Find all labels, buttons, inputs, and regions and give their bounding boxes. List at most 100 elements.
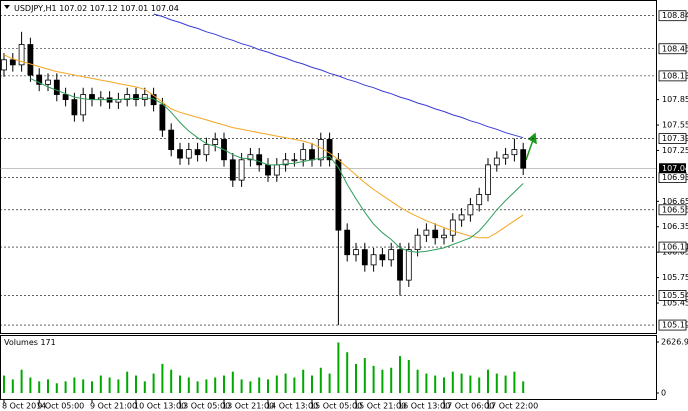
candle-body: [80, 94, 87, 116]
volume-header: Volumes 171: [4, 338, 56, 347]
candle-body: [344, 229, 351, 256]
volume-title: Volumes: [4, 338, 38, 347]
candle-body: [9, 59, 16, 66]
candle-body: [370, 254, 377, 266]
candle-body: [282, 159, 289, 166]
level-label: 106.11: [662, 243, 688, 252]
candle-body: [27, 44, 34, 76]
candle-body: [520, 149, 527, 169]
x-tick-label: 10 Oct 13:00: [134, 402, 186, 411]
volume-panel: [0, 335, 657, 400]
last-bar-value: 107.12: [90, 4, 118, 13]
candle-body: [467, 204, 474, 216]
candle-body: [309, 149, 315, 161]
candle-body: [388, 249, 395, 261]
candle-body: [89, 94, 95, 101]
level-box: [658, 319, 687, 331]
candle-body: [18, 44, 25, 66]
candle-body: [432, 229, 439, 239]
y-tick-label: 105.45: [662, 299, 688, 308]
candle-body: [265, 164, 271, 176]
x-tick-label: 15 Oct 05:00: [310, 402, 362, 411]
candle-body: [185, 149, 192, 159]
candle-body: [493, 157, 500, 166]
candle-body: [379, 254, 386, 261]
candle-body: [458, 214, 465, 221]
candle-body: [247, 154, 254, 161]
price-box: [659, 163, 686, 174]
candle-body: [168, 129, 175, 151]
candle-body: [53, 79, 60, 95]
level-label: 108.84: [662, 11, 688, 20]
y-tick-label: 105.75: [662, 273, 688, 282]
level-box: [658, 10, 687, 22]
level-label: 105.54: [662, 291, 688, 300]
candle-body: [212, 139, 219, 145]
level-label: 106.55: [662, 205, 688, 214]
level-box: [658, 290, 687, 301]
candle-body: [203, 144, 210, 156]
candle-body: [326, 139, 333, 161]
moving-average: [30, 77, 524, 253]
x-tick-label: 16 Oct 13:00: [398, 402, 450, 411]
volume-tick-label: 2626.93: [661, 338, 688, 347]
level-box: [658, 241, 687, 253]
symbol: USDJPY,H1: [14, 4, 57, 13]
header-text: USDJPY,H1 107.02 107.12 107.01 107.04: [14, 4, 179, 13]
candle-body: [256, 154, 263, 166]
current-price-label: 107.04: [662, 164, 688, 173]
y-tick-label: 107.25: [662, 146, 688, 155]
level-label: 107.39: [662, 134, 688, 143]
candle-body: [291, 159, 298, 162]
candle-body: [229, 159, 236, 181]
candle-body: [300, 149, 307, 161]
candle-body: [36, 74, 43, 85]
main-panel: [0, 0, 657, 334]
x-tick-label: 8 Oct 2014: [2, 402, 46, 411]
candle-body: [511, 149, 518, 156]
candle-body: [397, 249, 403, 281]
y-tick-label: 107.55: [662, 121, 688, 130]
last-bar-value: 107.04: [151, 4, 179, 13]
level-label: 105.19: [662, 321, 688, 330]
candle-body: [414, 234, 421, 251]
level-box: [658, 43, 687, 55]
candle-body: [353, 249, 359, 256]
candle-body: [71, 99, 78, 116]
candle-body: [133, 94, 139, 101]
x-tick-label: 14 Oct 13:00: [266, 402, 318, 411]
moving-average: [3, 54, 524, 239]
candle-body: [238, 159, 245, 181]
candle-body: [177, 149, 183, 159]
candle-body: [485, 164, 491, 195]
x-tick-label: 13 Oct 21:00: [222, 402, 274, 411]
candle-body: [1, 59, 7, 71]
candle-body: [449, 219, 456, 236]
level-label: 108.13: [662, 71, 688, 80]
menu-triangle[interactable]: [4, 5, 10, 9]
volume-last: 171: [40, 338, 55, 347]
candle-body: [124, 94, 131, 101]
candle-body: [159, 104, 166, 131]
x-tick-label: 17 Oct 22:00: [486, 402, 538, 411]
candle-body: [45, 79, 51, 85]
level-label: 108.45: [662, 44, 688, 53]
candle-body: [476, 194, 483, 206]
candle-body: [273, 164, 280, 176]
level-box: [658, 204, 687, 216]
level-box: [658, 70, 687, 82]
x-tick-label: 15 Oct 21:00: [354, 402, 406, 411]
x-tick-label: 17 Oct 06:00: [442, 402, 494, 411]
moving-average: [153, 13, 524, 139]
candle-body: [62, 94, 69, 101]
arrow: [525, 132, 537, 161]
y-tick-label: 106.35: [662, 222, 688, 231]
candle-body: [502, 154, 509, 159]
level-label: 106.93: [662, 173, 688, 182]
candle-body: [194, 149, 201, 156]
x-tick-label: 9 Oct 21:00: [90, 402, 137, 411]
last-bar-value: 107.02: [59, 4, 87, 13]
volume-tick-label: 0: [661, 389, 666, 398]
y-tick-label: 106.65: [662, 197, 688, 206]
